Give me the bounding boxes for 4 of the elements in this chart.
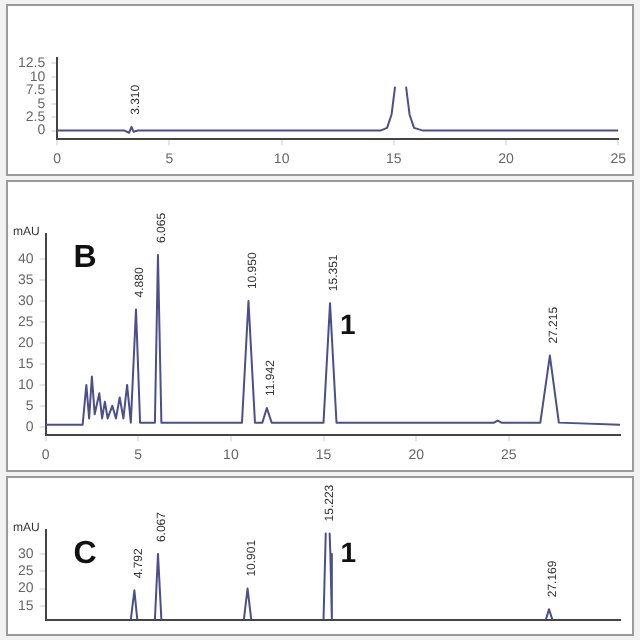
- annotation: B: [73, 240, 97, 275]
- annotation: C: [73, 536, 98, 571]
- annotation: 1: [340, 307, 357, 340]
- annotation: 1: [340, 535, 357, 568]
